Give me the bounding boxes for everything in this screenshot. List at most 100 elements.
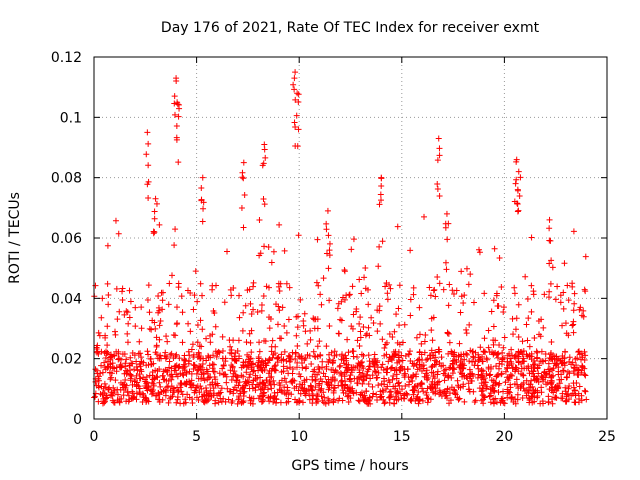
data-point <box>310 348 317 355</box>
data-point <box>583 396 590 403</box>
data-point <box>418 340 425 347</box>
data-point <box>413 334 420 341</box>
data-point <box>578 312 585 319</box>
data-point <box>369 393 376 400</box>
data-point <box>377 388 384 395</box>
data-point <box>525 365 532 372</box>
data-point <box>269 337 276 344</box>
data-point <box>559 322 566 329</box>
data-point <box>93 345 100 352</box>
data-point <box>112 331 119 338</box>
data-point <box>265 357 272 364</box>
data-point <box>134 367 141 374</box>
data-point <box>568 361 575 368</box>
data-point <box>341 360 348 367</box>
data-point <box>552 296 559 303</box>
x-tick-label: 10 <box>290 429 308 445</box>
data-point <box>289 379 296 386</box>
data-point <box>340 294 347 301</box>
data-point <box>191 362 198 369</box>
data-point <box>110 399 117 406</box>
data-point <box>149 317 156 324</box>
data-point <box>448 348 455 355</box>
data-point <box>485 327 492 334</box>
data-point <box>101 399 108 406</box>
data-point <box>523 321 530 328</box>
data-point <box>431 361 438 368</box>
data-point <box>143 362 150 369</box>
data-point <box>496 254 503 261</box>
data-point <box>549 396 556 403</box>
data-point <box>566 354 573 361</box>
data-point <box>198 196 205 203</box>
data-point <box>417 381 424 388</box>
data-point <box>386 331 393 338</box>
data-point <box>133 364 140 371</box>
data-point <box>316 380 323 387</box>
data-point <box>250 367 257 374</box>
data-point <box>540 324 547 331</box>
data-point <box>124 309 131 316</box>
data-point <box>240 361 247 368</box>
data-point <box>549 400 556 407</box>
data-point <box>384 296 391 303</box>
data-point <box>449 358 456 365</box>
data-point <box>442 372 449 379</box>
data-point <box>303 376 310 383</box>
data-point <box>386 379 393 386</box>
data-point <box>121 381 128 388</box>
data-point <box>436 378 443 385</box>
data-point <box>565 385 572 392</box>
data-point <box>375 382 382 389</box>
data-point <box>487 392 494 399</box>
data-point <box>529 393 536 400</box>
data-point <box>162 392 169 399</box>
data-point <box>328 349 335 356</box>
data-point <box>256 216 263 223</box>
data-point <box>481 335 488 342</box>
data-point <box>210 368 217 375</box>
data-point <box>525 315 532 322</box>
axes: 0 5 10 15 20 25 0 0.02 0.04 0.06 0.08 0.1 0.12 <box>51 50 616 445</box>
data-point <box>387 355 394 362</box>
data-point <box>210 308 217 315</box>
data-point <box>162 387 169 394</box>
data-point <box>248 327 255 334</box>
data-point <box>262 338 269 345</box>
data-point <box>287 364 294 371</box>
data-point <box>402 353 409 360</box>
data-point <box>407 396 414 403</box>
data-point <box>560 289 567 296</box>
data-point <box>214 392 221 399</box>
data-point <box>381 400 388 407</box>
data-point <box>436 346 443 353</box>
data-point <box>582 388 589 395</box>
data-point <box>540 358 547 365</box>
data-point <box>136 385 143 392</box>
data-point <box>381 378 388 385</box>
data-point <box>396 382 403 389</box>
data-point <box>173 351 180 358</box>
data-point <box>500 304 507 311</box>
data-point <box>434 181 441 188</box>
data-point <box>113 285 120 292</box>
data-point <box>320 370 327 377</box>
data-point <box>571 290 578 297</box>
data-point <box>115 230 122 237</box>
data-point <box>451 366 458 373</box>
data-point <box>386 389 393 396</box>
data-point <box>230 370 237 377</box>
data-point <box>526 343 533 350</box>
data-point <box>173 321 180 328</box>
data-point <box>458 371 465 378</box>
data-point <box>281 348 288 355</box>
data-point <box>304 351 311 358</box>
data-point <box>431 381 438 388</box>
data-point <box>350 311 357 318</box>
data-point <box>254 381 261 388</box>
data-point <box>242 302 249 309</box>
x-tick-label: 25 <box>598 429 616 445</box>
data-point <box>271 389 278 396</box>
data-point <box>442 393 449 400</box>
data-point <box>295 387 302 394</box>
